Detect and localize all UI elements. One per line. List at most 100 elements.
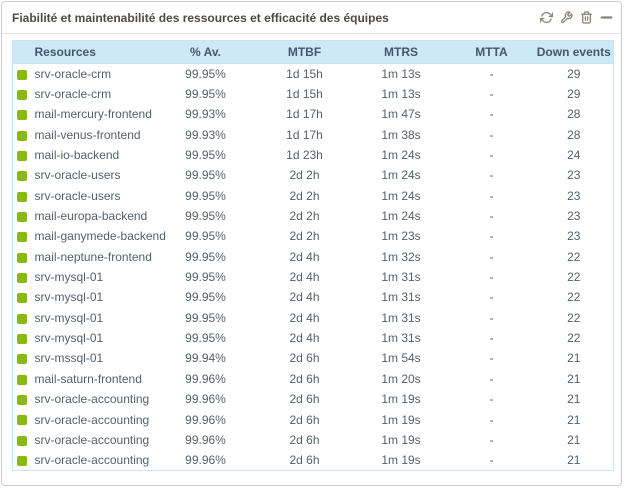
table-row[interactable]: srv-mysql-01 99.95% 2d 4h 1m 31s - 22 <box>12 327 614 349</box>
status-ok-icon <box>17 110 27 121</box>
resource-name-cell: srv-mysql-01 <box>34 307 156 328</box>
resource-name-cell: srv-oracle-crm <box>34 63 156 84</box>
status-cell <box>12 287 35 308</box>
table-row[interactable]: mail-mercury-frontend 99.93% 1d 17h 1m 4… <box>12 104 614 125</box>
table-row[interactable]: srv-oracle-crm 99.95% 1d 15h 1m 13s - 29 <box>12 63 614 84</box>
down-events-cell: 23 <box>534 185 614 206</box>
column-header-mtta[interactable]: MTTA <box>448 40 535 64</box>
resource-name-cell: srv-oracle-accounting <box>34 389 156 410</box>
table-row[interactable]: srv-mysql-01 99.95% 2d 4h 1m 31s - 22 <box>12 307 614 328</box>
table-row[interactable]: srv-oracle-accounting 99.96% 2d 6h 1m 19… <box>12 409 614 430</box>
down-events-cell: 21 <box>534 389 614 410</box>
table-row[interactable]: mail-europa-backend 99.95% 2d 2h 1m 24s … <box>12 205 614 227</box>
wrench-icon <box>560 11 573 24</box>
status-cell <box>12 409 35 430</box>
mtta-cell: - <box>448 165 535 186</box>
configure-button[interactable] <box>559 11 573 25</box>
column-header-down-events[interactable]: Down events <box>534 40 614 64</box>
table-row[interactable]: mail-io-backend 99.95% 1d 23h 1m 24s - 2… <box>12 144 614 166</box>
header-row: Resources % Av. MTBF MTRS MTTA Down even… <box>12 40 614 64</box>
status-cell <box>12 246 35 267</box>
table-row[interactable]: srv-mssql-01 99.94% 2d 6h 1m 54s - 21 <box>12 348 614 369</box>
mtbf-cell: 1d 17h <box>255 124 354 145</box>
status-ok-icon <box>17 293 27 304</box>
mtta-cell: - <box>448 63 535 84</box>
table-row[interactable]: mail-neptune-frontend 99.95% 2d 4h 1m 32… <box>12 246 614 267</box>
availability-cell: 99.95% <box>155 327 256 349</box>
availability-cell: 99.95% <box>155 144 256 166</box>
table-row[interactable]: srv-mysql-01 99.95% 2d 4h 1m 31s - 22 <box>12 266 614 288</box>
mtrs-cell: 1m 31s <box>353 307 449 328</box>
availability-cell: 99.95% <box>155 165 256 186</box>
table-row[interactable]: srv-oracle-users 99.95% 2d 2h 1m 24s - 2… <box>12 185 614 206</box>
status-cell <box>12 226 35 247</box>
status-ok-icon <box>17 130 27 141</box>
status-cell <box>12 429 35 451</box>
mtta-cell: - <box>448 409 535 430</box>
status-cell <box>12 348 35 369</box>
table-row[interactable]: srv-oracle-crm 99.95% 1d 15h 1m 13s - 29 <box>12 83 614 105</box>
status-cell <box>12 165 35 186</box>
mtta-cell: - <box>448 205 535 227</box>
status-cell <box>12 124 35 145</box>
status-ok-icon <box>17 272 27 283</box>
mtta-cell: - <box>448 104 535 125</box>
availability-cell: 99.93% <box>155 104 256 125</box>
mtrs-cell: 1m 24s <box>353 185 449 206</box>
delete-button[interactable] <box>579 11 593 25</box>
status-ok-icon <box>17 150 27 161</box>
table-row[interactable]: srv-oracle-accounting 99.96% 2d 6h 1m 19… <box>12 450 614 471</box>
availability-cell: 99.95% <box>155 205 256 227</box>
mtrs-cell: 1m 24s <box>353 205 449 227</box>
column-header-resources[interactable]: Resources <box>34 40 156 64</box>
availability-cell: 99.95% <box>155 307 256 328</box>
mtbf-cell: 2d 6h <box>255 348 354 369</box>
down-events-cell: 29 <box>534 63 614 84</box>
availability-cell: 99.93% <box>155 124 256 145</box>
trash-icon <box>580 11 593 24</box>
mtta-cell: - <box>448 287 535 308</box>
resource-name-cell: srv-oracle-users <box>34 165 156 186</box>
mtta-cell: - <box>448 144 535 166</box>
mtta-cell: - <box>448 226 535 247</box>
status-ok-icon <box>17 435 27 446</box>
column-header-availability[interactable]: % Av. <box>155 40 256 64</box>
mtbf-cell: 2d 2h <box>255 185 354 206</box>
column-header-mtrs[interactable]: MTRS <box>353 40 449 64</box>
table-row[interactable]: srv-oracle-accounting 99.96% 2d 6h 1m 19… <box>12 429 614 451</box>
status-ok-icon <box>17 374 27 385</box>
table-row[interactable]: mail-ganymede-backend 99.95% 2d 2h 1m 23… <box>12 226 614 247</box>
refresh-button[interactable] <box>539 11 553 25</box>
availability-cell: 99.96% <box>155 450 256 471</box>
status-ok-icon <box>17 89 27 100</box>
down-events-cell: 22 <box>534 246 614 267</box>
status-ok-icon <box>17 354 27 365</box>
widget-title: Fiabilité et maintenabilité des ressourc… <box>12 10 389 25</box>
collapse-button[interactable] <box>599 11 613 25</box>
table-row[interactable]: mail-venus-frontend 99.93% 1d 17h 1m 38s… <box>12 124 614 145</box>
status-cell <box>12 104 35 125</box>
mtbf-cell: 2d 4h <box>255 327 354 349</box>
widget-body: Resources % Av. MTBF MTRS MTTA Down even… <box>2 34 621 471</box>
status-cell <box>12 83 35 105</box>
mtrs-cell: 1m 19s <box>353 389 449 410</box>
table-row[interactable]: mail-saturn-frontend 99.96% 2d 6h 1m 20s… <box>12 368 614 389</box>
mtrs-cell: 1m 19s <box>353 429 449 451</box>
table-row[interactable]: srv-mysql-01 99.95% 2d 4h 1m 31s - 22 <box>12 287 614 308</box>
mtta-cell: - <box>448 124 535 145</box>
mtbf-cell: 2d 4h <box>255 266 354 288</box>
down-events-cell: 21 <box>534 450 614 471</box>
table-row[interactable]: srv-oracle-accounting 99.96% 2d 6h 1m 19… <box>12 389 614 410</box>
availability-cell: 99.95% <box>155 266 256 288</box>
table-row[interactable]: srv-oracle-users 99.95% 2d 2h 1m 24s - 2… <box>12 165 614 186</box>
status-ok-icon <box>17 415 27 426</box>
mtrs-cell: 1m 13s <box>353 63 449 84</box>
down-events-cell: 21 <box>534 409 614 430</box>
column-header-mtbf[interactable]: MTBF <box>255 40 354 64</box>
mtrs-cell: 1m 19s <box>353 409 449 430</box>
resource-name-cell: srv-oracle-accounting <box>34 429 156 451</box>
down-events-cell: 23 <box>534 165 614 186</box>
mtta-cell: - <box>448 246 535 267</box>
status-ok-icon <box>17 211 27 222</box>
mtbf-cell: 2d 4h <box>255 287 354 308</box>
